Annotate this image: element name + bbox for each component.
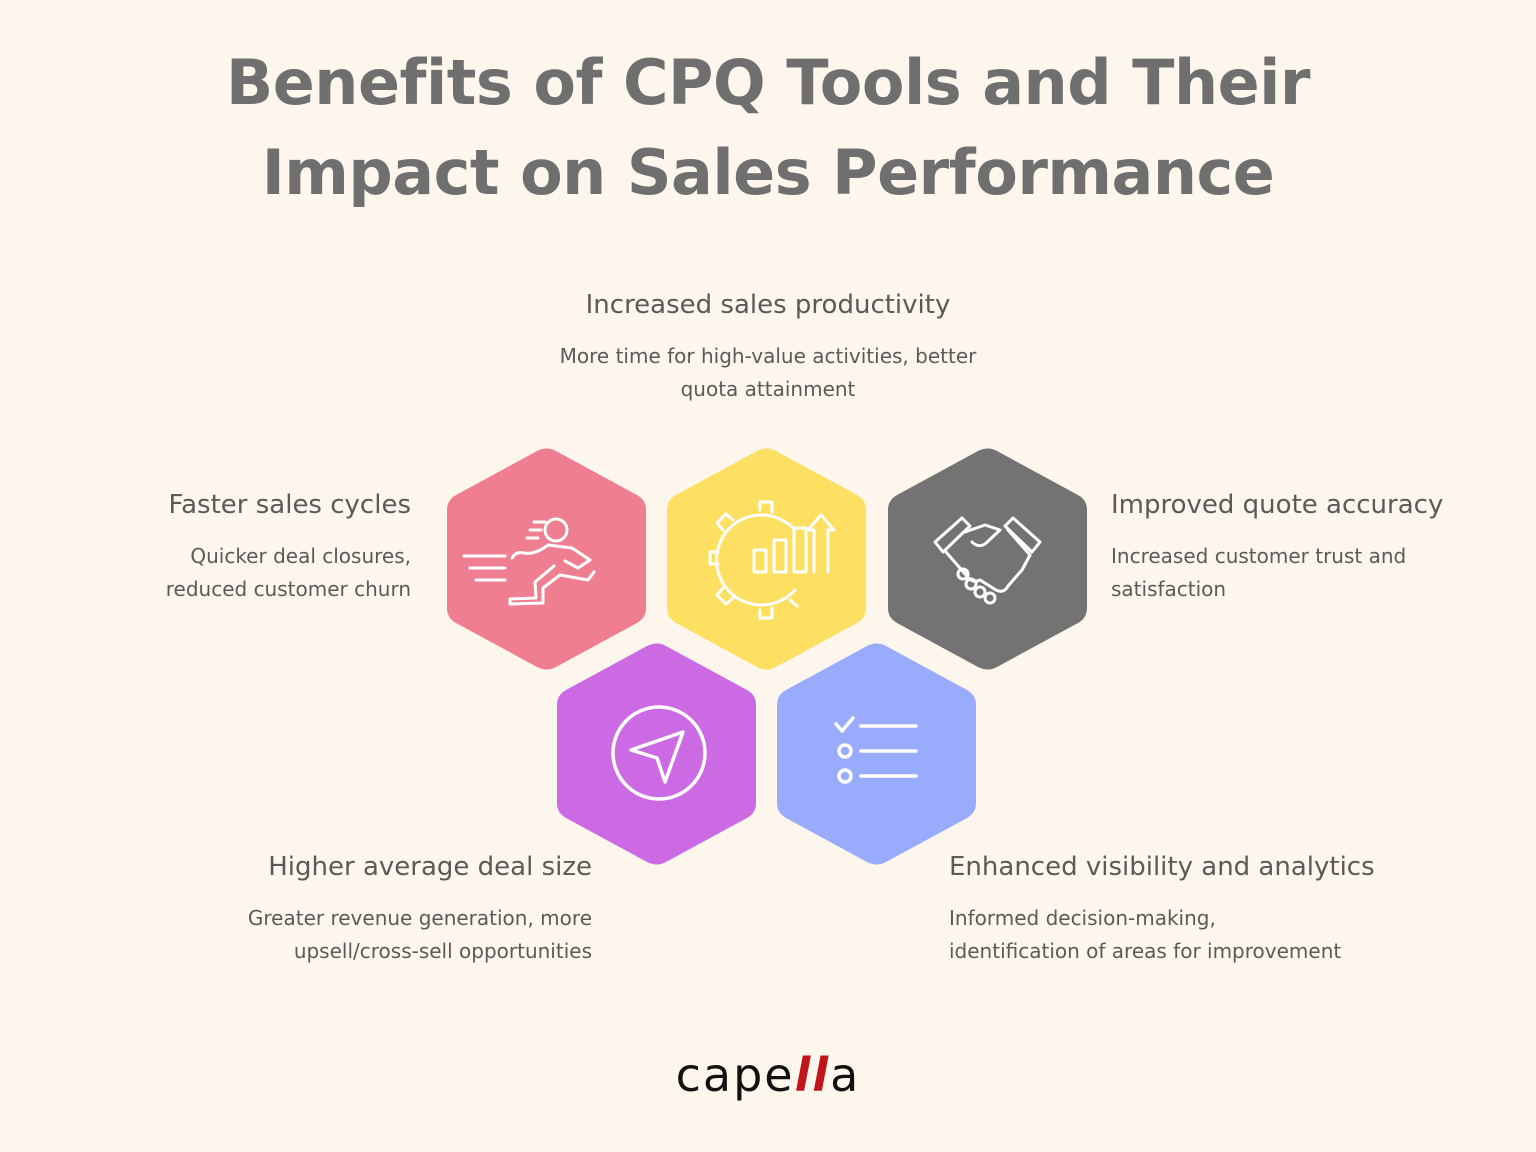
navigation-icon — [611, 705, 707, 801]
benefit-quote-accuracy: Improved quote accuracy Increased custom… — [1111, 488, 1511, 606]
benefit-deal-size: Higher average deal size Greater revenue… — [192, 850, 592, 968]
checklist-icon — [834, 716, 918, 784]
title-line-2: Impact on Sales Performance — [261, 136, 1275, 209]
benefit-description-line: More time for high-value activities, bet… — [559, 344, 977, 368]
benefit-description-line: Informed decision-making, — [949, 906, 1216, 930]
benefit-description-line: Increased customer trust and — [1111, 544, 1407, 568]
page-title: Benefits of CPQ Tools and Their Impact o… — [0, 38, 1536, 218]
capella-logo: capella — [0, 1040, 1536, 1110]
benefit-heading: Enhanced visibility and analytics — [949, 852, 1375, 882]
hexagon-visibility — [777, 643, 976, 865]
benefit-description-line: identification of areas for improvement — [949, 939, 1342, 963]
logo-mark: ll — [794, 1048, 831, 1102]
hexagon-deal-size — [557, 643, 756, 865]
benefit-productivity: Increased sales productivity More time f… — [518, 288, 1018, 406]
benefit-description-line: upsell/cross-sell opportunities — [293, 939, 592, 963]
benefit-visibility: Enhanced visibility and analytics Inform… — [949, 850, 1449, 968]
benefit-description-line: reduced customer churn — [165, 577, 411, 601]
benefit-heading: Improved quote accuracy — [1111, 490, 1444, 520]
benefit-description-line: satisfaction — [1111, 577, 1227, 601]
benefit-description: Greater revenue generation, more upsell/… — [192, 902, 592, 968]
gear-chart-icon — [708, 500, 836, 620]
hexagon-quote-accuracy — [888, 448, 1087, 670]
benefit-description: Increased customer trust and satisfactio… — [1111, 540, 1511, 606]
benefit-heading: Faster sales cycles — [168, 490, 411, 520]
hexagon-faster-cycles — [447, 448, 646, 670]
benefit-description-line: Quicker deal closures, — [190, 544, 411, 568]
title-line-1: Benefits of CPQ Tools and Their — [226, 46, 1310, 119]
benefit-description-line: quota attainment — [680, 377, 856, 401]
running-person-icon — [462, 517, 596, 606]
benefit-heading: Higher average deal size — [268, 852, 592, 882]
benefit-description: Informed decision-making, identification… — [949, 902, 1449, 968]
benefit-description: Quicker deal closures, reduced customer … — [111, 540, 411, 606]
benefit-description-line: Greater revenue generation, more — [247, 906, 592, 930]
handshake-icon — [933, 516, 1042, 605]
benefit-heading: Increased sales productivity — [585, 290, 951, 320]
benefit-description: More time for high-value activities, bet… — [518, 340, 1018, 406]
logo-suffix: a — [830, 1048, 861, 1102]
benefit-faster-cycles: Faster sales cycles Quicker deal closure… — [111, 488, 411, 606]
logo-prefix: cape — [675, 1048, 795, 1102]
